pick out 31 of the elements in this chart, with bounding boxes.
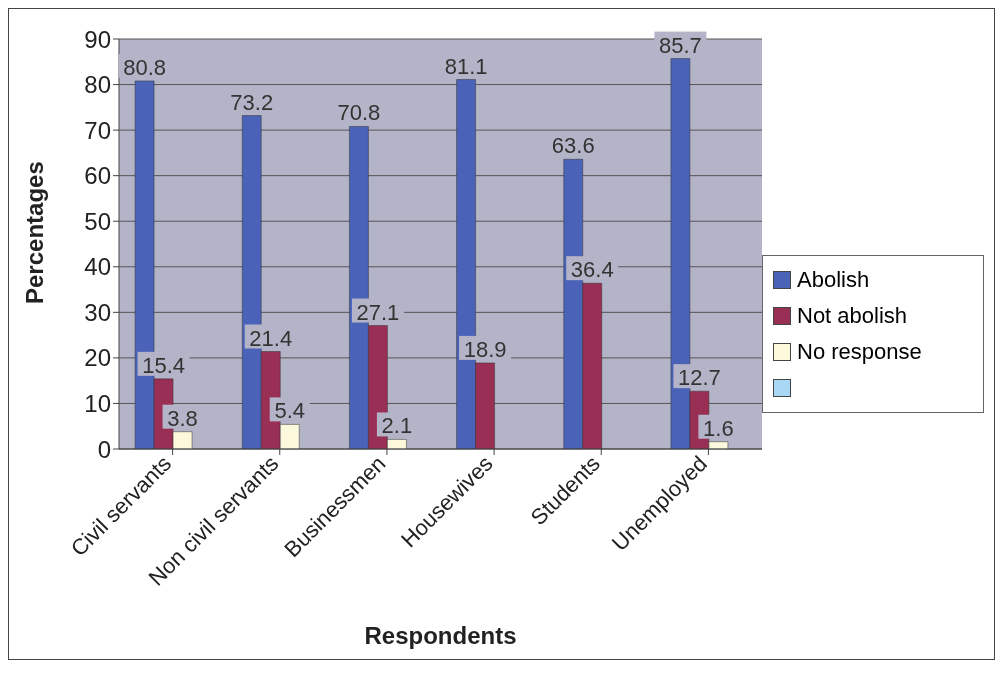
x-axis-title: Respondents bbox=[364, 622, 517, 649]
y-tick-label: 40 bbox=[84, 253, 111, 281]
data-label: 70.8 bbox=[337, 100, 381, 126]
y-axis-title: Percentages bbox=[20, 161, 48, 304]
data-label: 63.6 bbox=[551, 133, 595, 159]
data-label: 81.1 bbox=[444, 53, 488, 79]
data-label: 12.7 bbox=[677, 365, 721, 391]
data-label: 5.4 bbox=[274, 398, 306, 424]
y-tick-label: 70 bbox=[84, 116, 111, 144]
y-tick-label: 30 bbox=[84, 298, 111, 326]
data-label: 36.4 bbox=[570, 257, 614, 283]
y-tick-label: 10 bbox=[84, 389, 111, 417]
data-label: 3.8 bbox=[167, 405, 198, 431]
data-label: 21.4 bbox=[249, 325, 293, 351]
y-tick-label: 50 bbox=[84, 207, 111, 235]
data-label: 27.1 bbox=[356, 299, 400, 325]
legend-label: No response bbox=[797, 339, 922, 365]
legend-label: Not abolish bbox=[797, 303, 908, 329]
y-tick-label: 0 bbox=[97, 435, 111, 463]
y-tick-label: 60 bbox=[84, 162, 111, 190]
y-tick-label: 20 bbox=[84, 344, 111, 372]
data-label: 15.4 bbox=[142, 352, 185, 378]
data-label: 73.2 bbox=[230, 89, 274, 115]
legend-label: Abolish bbox=[797, 267, 870, 293]
data-label: 85.7 bbox=[658, 32, 702, 58]
data-label: 80.8 bbox=[123, 54, 166, 80]
data-label: 18.9 bbox=[463, 336, 507, 362]
y-tick-label: 90 bbox=[84, 25, 111, 53]
data-label: 2.1 bbox=[381, 413, 413, 439]
y-tick-label: 80 bbox=[84, 71, 111, 99]
data-label: 1.6 bbox=[703, 415, 734, 441]
